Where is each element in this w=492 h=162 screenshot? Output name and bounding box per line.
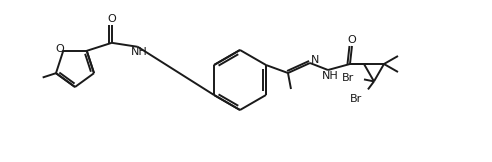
Text: O: O [56, 44, 64, 54]
Text: O: O [348, 35, 356, 45]
Text: NH: NH [130, 47, 147, 57]
Text: NH: NH [322, 71, 338, 81]
Text: N: N [311, 55, 319, 65]
Text: Br: Br [350, 94, 362, 104]
Text: Br: Br [342, 73, 354, 83]
Text: O: O [107, 14, 116, 24]
